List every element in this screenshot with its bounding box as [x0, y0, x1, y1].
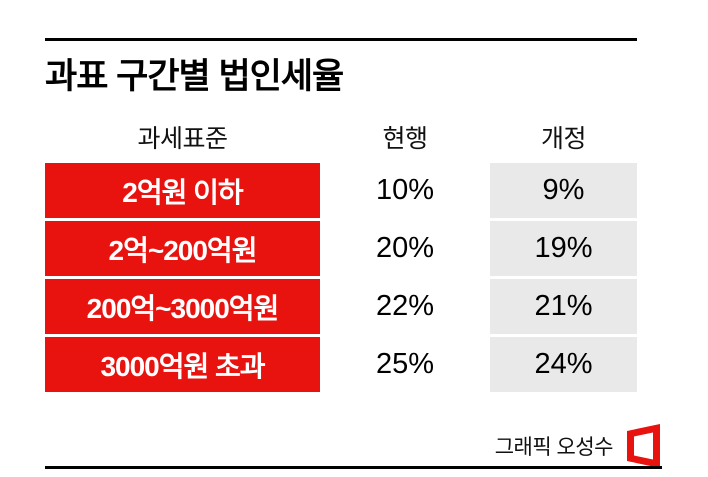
table-row: 2억원 이하 10% 9% — [45, 163, 637, 218]
top-divider — [45, 38, 637, 41]
tax-base-cell: 2억원 이하 — [45, 163, 320, 218]
revised-rate-cell: 9% — [490, 163, 637, 218]
revised-rate-cell: 19% — [490, 221, 637, 276]
current-rate-cell: 10% — [320, 163, 490, 218]
table-row: 2억~200억원 20% 19% — [45, 221, 637, 276]
column-header-revised: 개정 — [540, 125, 587, 153]
current-rate-cell: 22% — [320, 279, 490, 334]
publisher-logo-icon — [626, 424, 662, 468]
page-title: 과표 구간별 법인세율 — [45, 57, 344, 96]
graphic-credit-text: 그래픽 오성수 — [494, 436, 614, 459]
revised-rate-cell: 24% — [490, 337, 637, 392]
current-rate-cell: 25% — [320, 337, 490, 392]
current-rate-cell: 20% — [320, 221, 490, 276]
tax-base-cell: 3000억원 초과 — [45, 337, 320, 392]
revised-rate-cell: 21% — [490, 279, 637, 334]
column-header-tax-base: 과세표준 — [137, 125, 228, 153]
table-row: 200억~3000억원 22% 21% — [45, 279, 637, 334]
column-header-current: 현행 — [382, 125, 428, 153]
tax-base-cell: 2억~200억원 — [45, 221, 320, 276]
footer: 그래픽 오성수 — [495, 424, 662, 468]
bottom-divider — [45, 466, 662, 469]
table-row: 3000억원 초과 25% 24% — [45, 337, 637, 392]
table-header-row: 과세표준 현행 개정 — [45, 112, 637, 162]
tax-base-cell: 200억~3000억원 — [45, 279, 320, 334]
